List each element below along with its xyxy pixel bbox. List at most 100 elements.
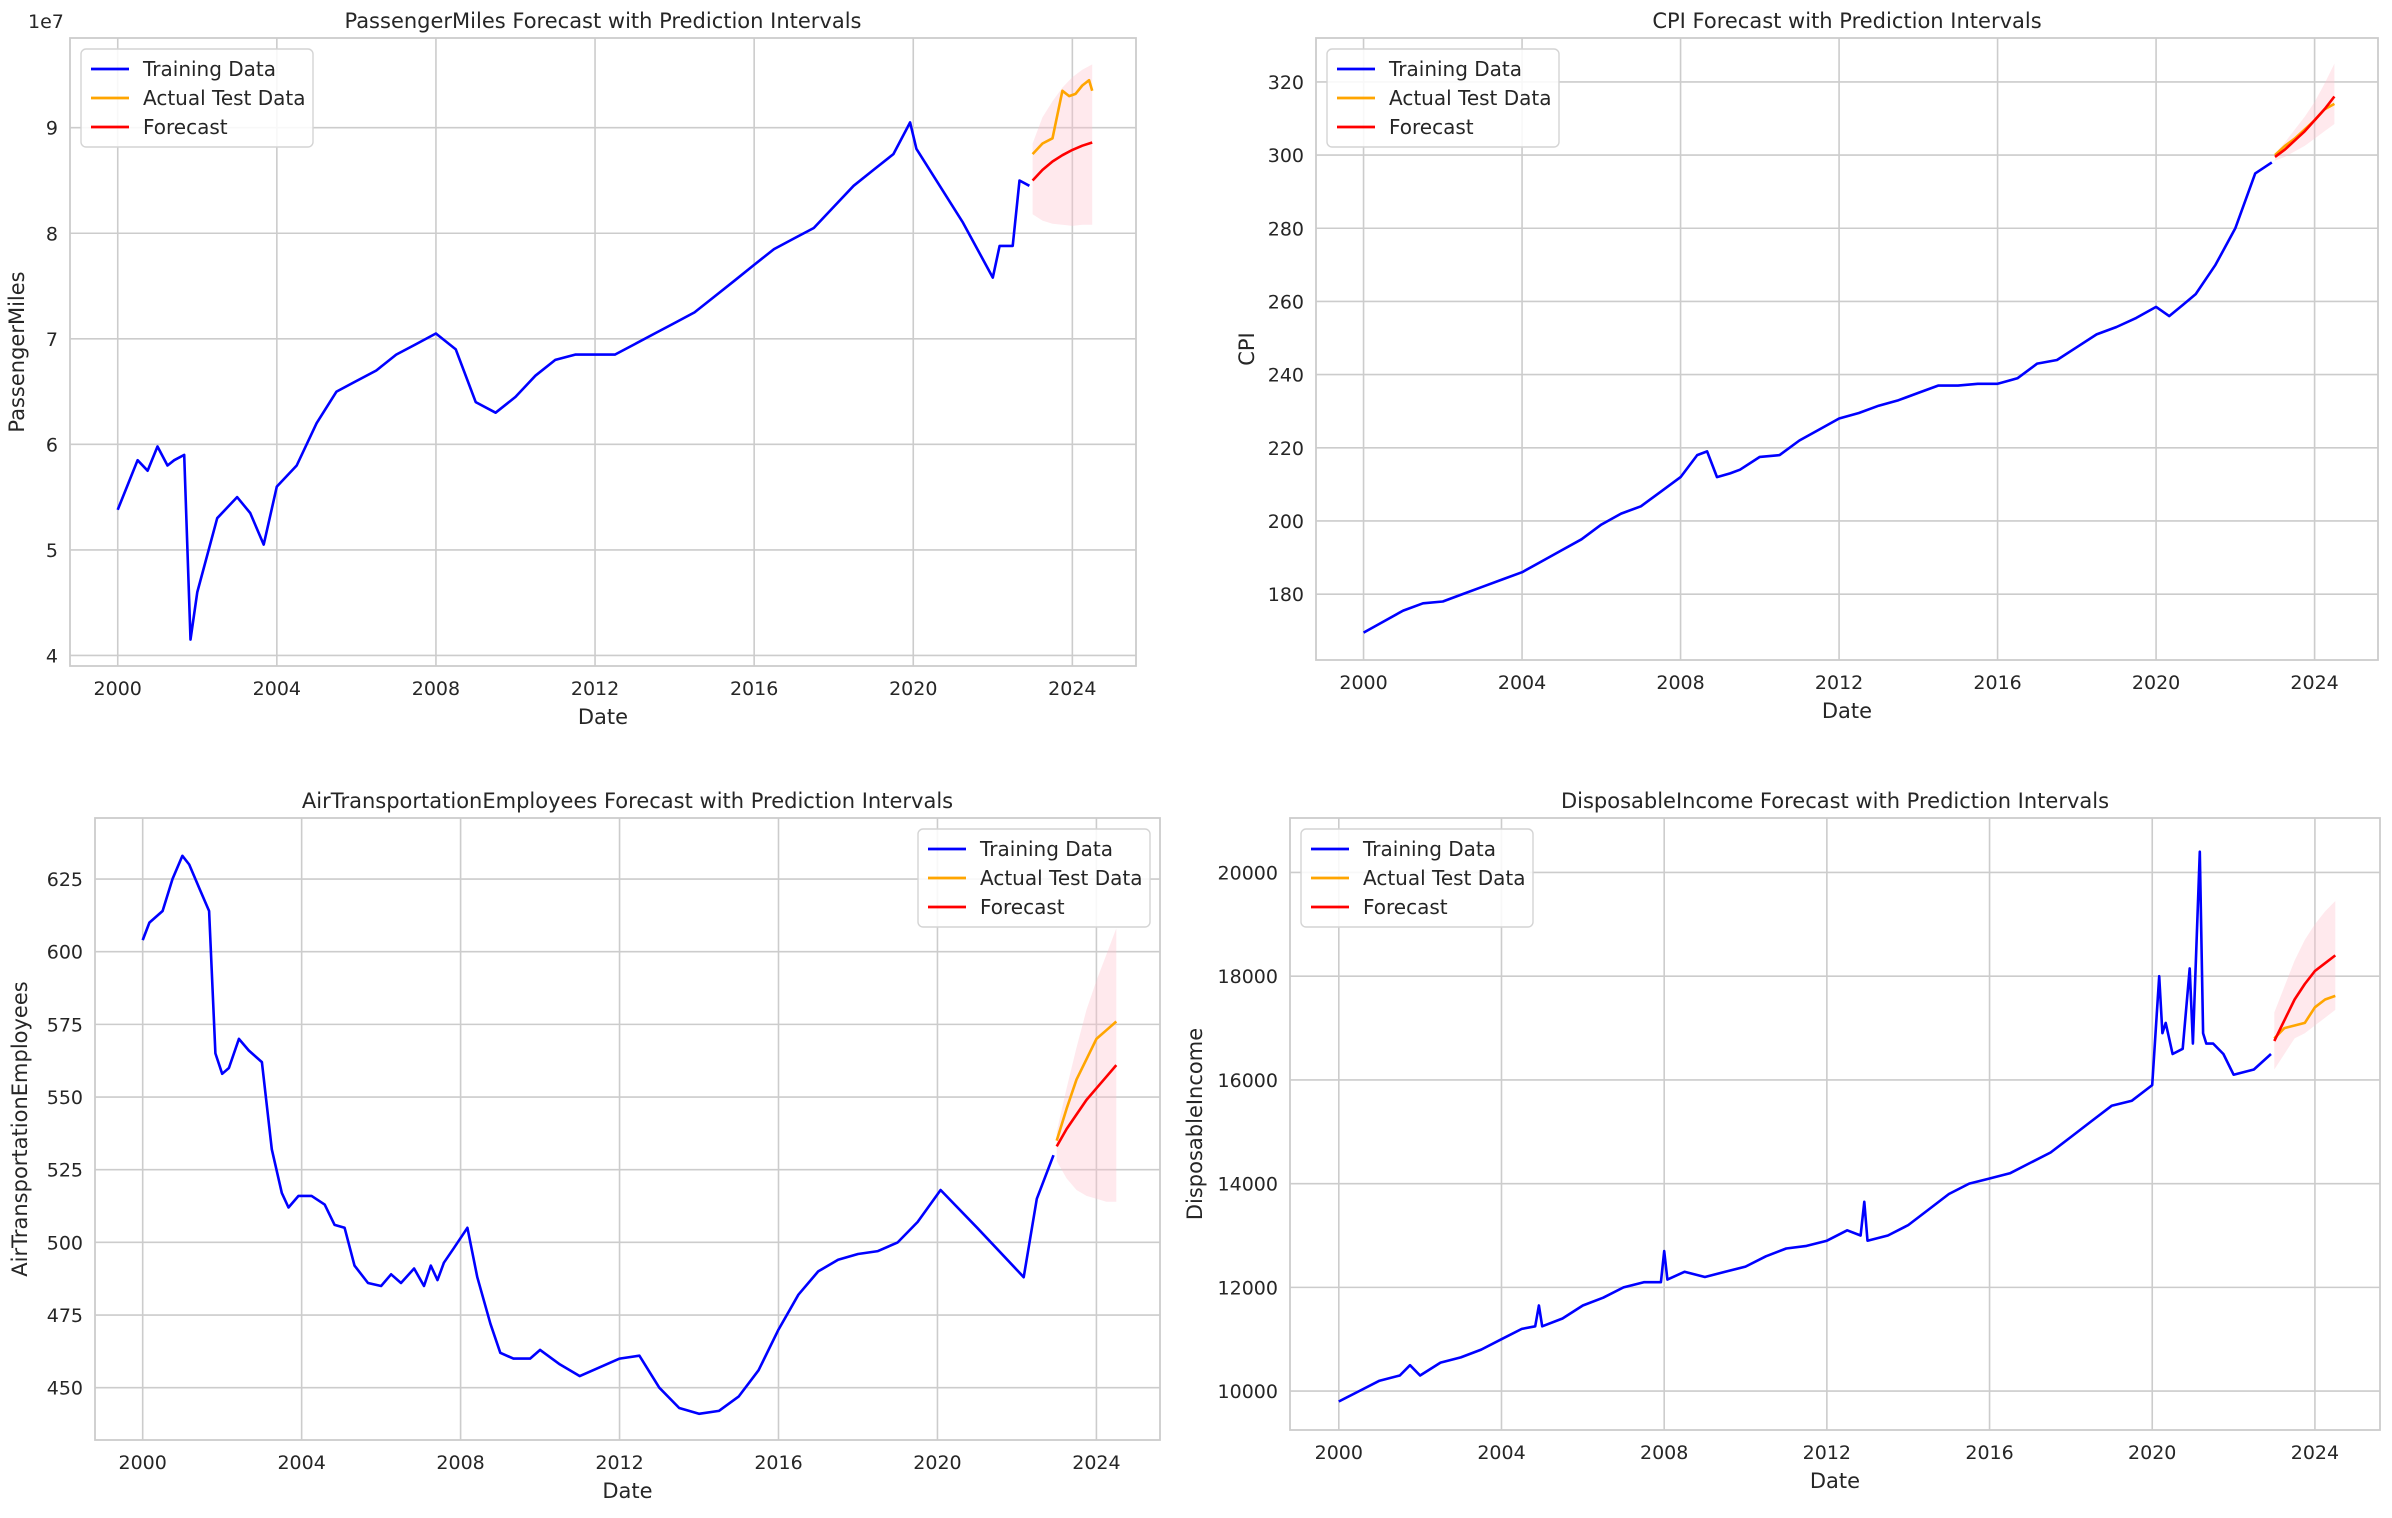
x-tick-label: 2000 — [94, 678, 142, 700]
y-axis-label: CPI — [1235, 332, 1259, 366]
x-tick-label: 2000 — [119, 1452, 167, 1474]
y-tick-label: 450 — [47, 1378, 83, 1400]
series-line-training — [1362, 161, 2273, 634]
legend-label: Actual Test Data — [1363, 866, 1526, 890]
legend-label: Forecast — [143, 115, 228, 139]
plot-area — [1362, 63, 2336, 634]
x-tick-label: 2024 — [1048, 678, 1096, 700]
y-tick-label: 180 — [1268, 584, 1304, 606]
series-line-training — [141, 854, 1055, 1416]
x-axis-label: Date — [1810, 1469, 1860, 1493]
legend: Training Data Actual Test Data Forecast — [1326, 48, 1560, 148]
y-tick-label: 8 — [46, 223, 58, 245]
y-tick-label: 575 — [47, 1014, 83, 1036]
y-tick-label: 300 — [1268, 145, 1304, 167]
legend-label: Training Data — [1362, 837, 1496, 861]
x-tick-label: 2012 — [571, 678, 619, 700]
y-tick-label: 16000 — [1218, 1070, 1278, 1092]
prediction-interval-band — [1056, 928, 1117, 1202]
legend-label: Actual Test Data — [143, 86, 306, 110]
x-tick-label: 2020 — [2128, 1442, 2176, 1464]
plot-area — [141, 854, 1118, 1416]
subplot-3: 2000 2004 2008 2012 2016 2020 2024 450 475 500 525… — [8, 789, 1161, 1503]
x-tick-label: 2016 — [730, 678, 778, 700]
x-tick-label: 2004 — [1477, 1442, 1525, 1464]
plot-area — [1338, 850, 2337, 1403]
x-axis-label: Date — [1822, 699, 1872, 723]
x-tick-label: 2024 — [2290, 672, 2338, 694]
axes-frame — [94, 817, 1161, 1441]
legend-label: Actual Test Data — [1389, 86, 1552, 110]
prediction-interval-band — [2275, 63, 2335, 161]
chart-title: AirTransportationEmployees Forecast with… — [302, 789, 953, 813]
x-tick-label: 2004 — [277, 1452, 325, 1474]
y-tick-label: 4 — [46, 645, 58, 667]
series-line-training — [1338, 850, 2272, 1403]
y-tick-label: 320 — [1268, 72, 1304, 94]
x-tick-label: 2008 — [1640, 1442, 1688, 1464]
axes-frame — [1289, 817, 2381, 1431]
subplot-4: 2000 2004 2008 2012 2016 2020 2024 10000 12000 14… — [1183, 789, 2381, 1493]
y-tick-label: 260 — [1268, 291, 1304, 313]
y-tick-label: 625 — [47, 869, 83, 891]
y-tick-label: 220 — [1268, 438, 1304, 460]
y-axis-label: PassengerMiles — [5, 271, 29, 432]
subplot-1: 2000 2004 2008 2012 2016 2020 2024 4 5 6 7 8 9 1e7 Pas… — [5, 9, 1137, 729]
y-tick-label: 600 — [47, 942, 83, 964]
x-tick-label: 2012 — [1815, 672, 1863, 694]
series-line-actual — [1031, 78, 1094, 155]
y-tick-label: 14000 — [1218, 1174, 1278, 1196]
chart-title: CPI Forecast with Prediction Intervals — [1652, 9, 2041, 33]
legend-label: Training Data — [1388, 57, 1522, 81]
x-tick-label: 2024 — [1072, 1452, 1120, 1474]
axes-frame — [1315, 37, 2379, 661]
legend-label: Training Data — [142, 57, 276, 81]
series-line-forecast — [1055, 1064, 1118, 1148]
x-tick-label: 2016 — [1973, 672, 2021, 694]
plot-area — [116, 64, 1094, 641]
y-tick-label: 18000 — [1218, 966, 1278, 988]
y-tick-label: 550 — [47, 1087, 83, 1109]
legend-label: Forecast — [1363, 895, 1448, 919]
prediction-interval-band — [1032, 64, 1093, 226]
legend-label: Actual Test Data — [980, 866, 1143, 890]
x-tick-label: 2016 — [754, 1452, 802, 1474]
y-tick-label: 9 — [46, 118, 58, 140]
x-tick-label: 2020 — [889, 678, 937, 700]
y-axis-label: DisposableIncome — [1183, 1028, 1207, 1220]
x-axis-label: Date — [602, 1479, 652, 1503]
x-tick-label: 2008 — [412, 678, 460, 700]
subplot-2: 2000 2004 2008 2012 2016 2020 2024 180 200 220 240… — [1235, 9, 2379, 723]
y-axis-label: AirTransportationEmployees — [8, 981, 32, 1276]
chart-title: DisposableIncome Forecast with Predictio… — [1561, 789, 2109, 813]
axes-frame — [69, 37, 1137, 667]
y-tick-label: 280 — [1268, 218, 1304, 240]
x-tick-label: 2020 — [2132, 672, 2180, 694]
x-tick-label: 2000 — [1315, 1442, 1363, 1464]
x-tick-label: 2020 — [913, 1452, 961, 1474]
y-tick-label: 10000 — [1218, 1381, 1278, 1403]
y-tick-label: 5 — [46, 540, 58, 562]
y-tick-label: 500 — [47, 1232, 83, 1254]
x-tick-label: 2016 — [1965, 1442, 2013, 1464]
y-tick-label: 240 — [1268, 365, 1304, 387]
x-tick-label: 2000 — [1339, 672, 1387, 694]
x-axis-label: Date — [578, 705, 628, 729]
x-tick-label: 2004 — [253, 678, 301, 700]
legend-label: Forecast — [980, 895, 1065, 919]
x-tick-label: 2012 — [595, 1452, 643, 1474]
legend: Training Data Actual Test Data Forecast — [917, 828, 1151, 928]
y-tick-label: 475 — [47, 1305, 83, 1327]
legend-box — [1300, 828, 1534, 928]
legend: Training Data Actual Test Data Forecast — [1300, 828, 1534, 928]
legend-box — [917, 828, 1151, 928]
series-line-forecast — [1031, 141, 1093, 182]
y-tick-label: 525 — [47, 1160, 83, 1182]
x-tick-label: 2008 — [436, 1452, 484, 1474]
x-tick-label: 2004 — [1498, 672, 1546, 694]
series-line-forecast — [2273, 954, 2337, 1042]
legend-label: Forecast — [1389, 115, 1474, 139]
series-line-forecast — [2274, 95, 2336, 158]
y-offset-text: 1e7 — [28, 11, 64, 33]
